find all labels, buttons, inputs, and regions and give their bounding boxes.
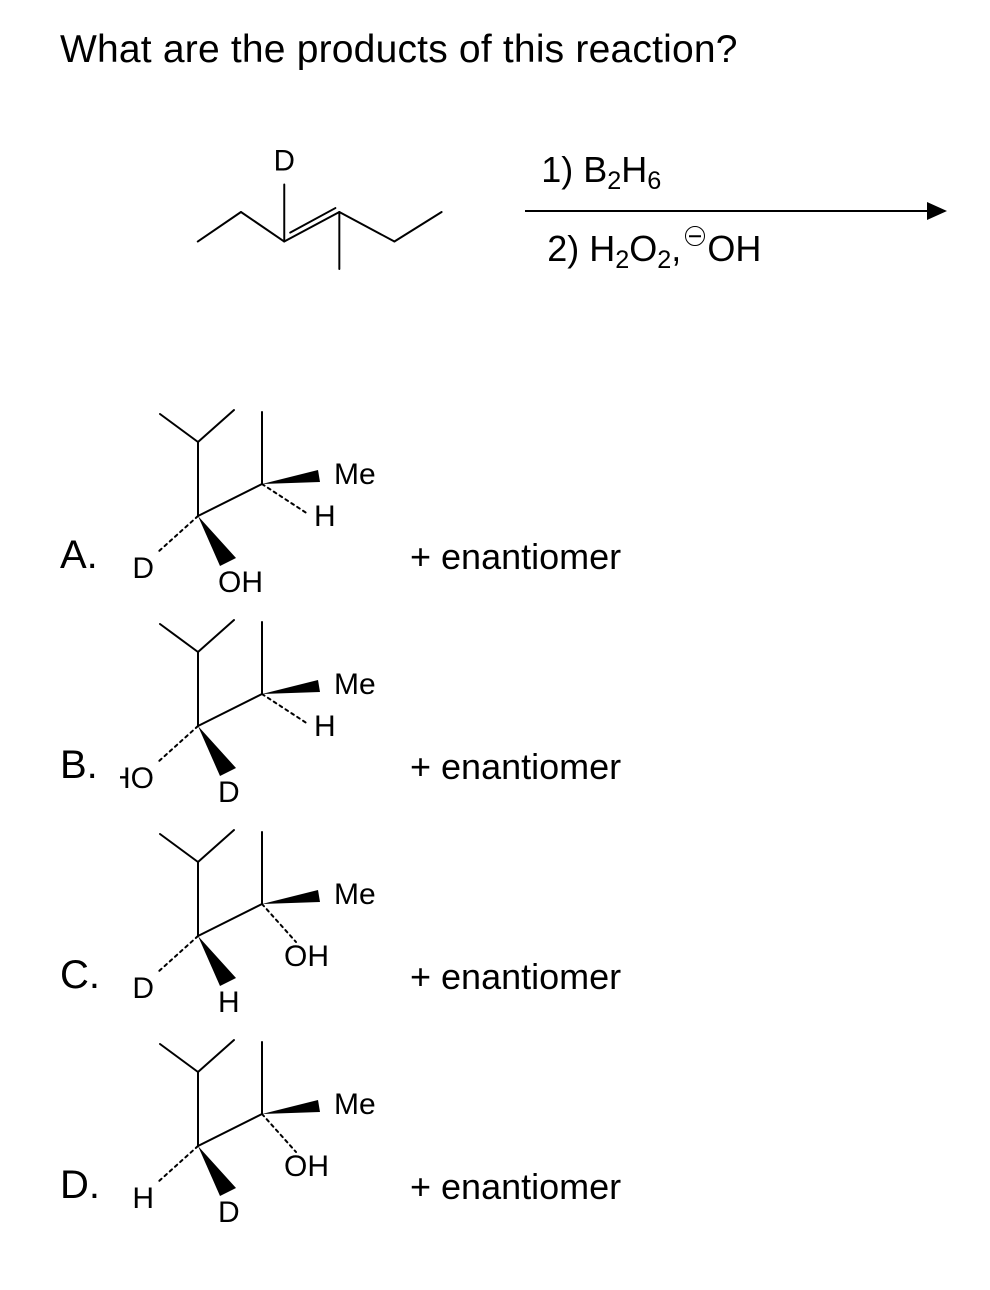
question-text: What are the products of this reaction? [60,28,958,72]
reagent-block: 1) B2H6 2) H2O2, OH [525,149,958,275]
reaction-scheme: D 1) B2H6 2) H2O2, OH [180,112,958,312]
option-d-enantiomer: + enantiomer [410,1166,621,1236]
r2-comma: , [671,228,681,269]
r1-mid: H [621,149,647,190]
option-c-letter: C. [60,953,120,1026]
r2-sub1: 2 [615,246,629,274]
c-left-back: D [132,972,154,1005]
d-left-front: D [218,1196,240,1229]
a-me: Me [334,458,376,491]
answer-options: A. [60,396,958,1236]
option-c-enantiomer: + enantiomer [410,956,621,1026]
a-left-back: D [132,552,154,585]
option-b-enantiomer: + enantiomer [410,746,621,816]
option-d: D. Me OH H [60,1026,958,1236]
reagent-step-1: 1) B2H6 [541,149,958,196]
option-d-structure: Me OH H D [120,1026,390,1236]
page-root: What are the products of this reaction? … [0,0,990,1290]
option-a-structure: Me H D OH [120,396,390,606]
r2-prefix: 2) H [547,228,615,269]
reaction-arrow [525,210,945,212]
d-me: Me [334,1088,376,1121]
reactant-structure: D [180,112,465,312]
a-left-front: OH [218,566,263,599]
b-me: Me [334,668,376,701]
b-left-front: D [218,776,240,809]
c-me: Me [334,878,376,911]
c-oh: OH [284,940,329,973]
hydroxide-charge-icon [685,226,705,246]
a-h: H [314,500,336,533]
b-left-back: HO [120,762,154,795]
option-b-structure: Me H HO D [120,606,390,816]
option-b-letter: B. [60,743,120,816]
c-left-front: H [218,986,240,1019]
reagent-step-2: 2) H2O2, OH [547,228,958,275]
r2-sub2: 2 [657,246,671,274]
reactant-d-label: D [274,145,295,178]
d-left-back: H [132,1182,154,1215]
r2-mid: O [629,228,657,269]
option-c: C. Me OH [60,816,958,1026]
b-h: H [314,710,336,743]
r2-oh: OH [707,228,761,270]
d-oh: OH [284,1150,329,1183]
r1-prefix: 1) B [541,149,607,190]
option-a-enantiomer: + enantiomer [410,536,621,606]
r1-sub2: 6 [647,167,661,195]
option-a: A. [60,396,958,606]
option-a-letter: A. [60,533,120,606]
option-c-structure: Me OH D H [120,816,390,1026]
r1-sub1: 2 [607,167,621,195]
option-d-letter: D. [60,1163,120,1236]
option-b: B. Me H HO [60,606,958,816]
